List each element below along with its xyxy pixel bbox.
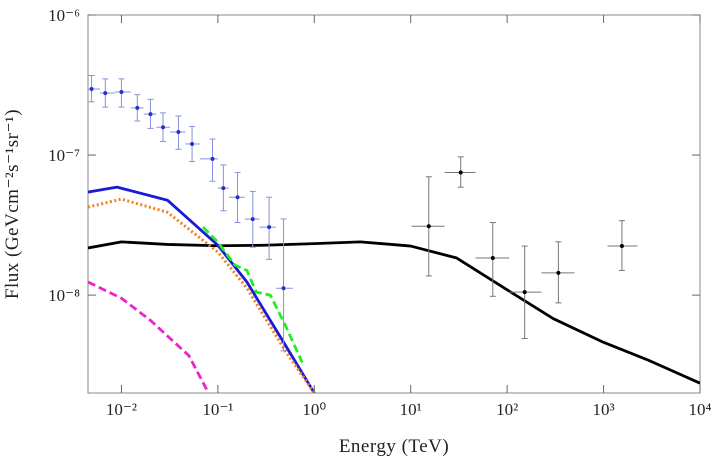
y-tick-label: 10⁻⁸	[48, 286, 80, 305]
curve	[88, 240, 700, 385]
curve	[88, 280, 210, 393]
data-point	[490, 256, 495, 261]
data-point	[619, 244, 624, 249]
x-axis-title: Energy (TeV)	[339, 436, 449, 457]
data-point	[522, 290, 527, 295]
data-point	[267, 225, 272, 230]
data-point	[119, 89, 124, 94]
data-point	[176, 130, 181, 135]
x-tick-label: 10¹	[400, 400, 422, 419]
curve	[201, 226, 304, 364]
curve	[88, 185, 316, 393]
x-tick-label: 10⁰	[302, 400, 326, 419]
y-axis-title: Flux (GeVcm⁻²s⁻¹sr⁻¹)	[2, 109, 23, 299]
x-tick-label: 10⁻¹	[202, 400, 233, 419]
data-point	[103, 91, 108, 96]
data-point	[458, 170, 463, 175]
x-tick-label: 10³	[593, 400, 615, 419]
x-tick-label: 10⁴	[689, 400, 712, 419]
data-point	[556, 270, 561, 275]
data-point	[426, 224, 431, 229]
data-point	[148, 112, 153, 117]
data-point	[161, 125, 166, 130]
curve	[88, 197, 316, 393]
x-tick-label: 10⁻²	[106, 400, 137, 419]
data-point	[135, 105, 140, 110]
data-point	[210, 156, 215, 161]
data-point	[89, 87, 94, 92]
y-tick-label: 10⁻⁶	[48, 6, 80, 25]
x-tick-label: 10²	[496, 400, 518, 419]
data-point	[281, 286, 286, 291]
data-point	[221, 186, 226, 191]
plot-area	[88, 74, 700, 393]
plot-frame	[87, 14, 701, 394]
data-point	[235, 195, 240, 200]
data-point	[190, 141, 195, 146]
y-tick-label: 10⁻⁷	[48, 146, 80, 165]
data-point	[250, 217, 255, 222]
